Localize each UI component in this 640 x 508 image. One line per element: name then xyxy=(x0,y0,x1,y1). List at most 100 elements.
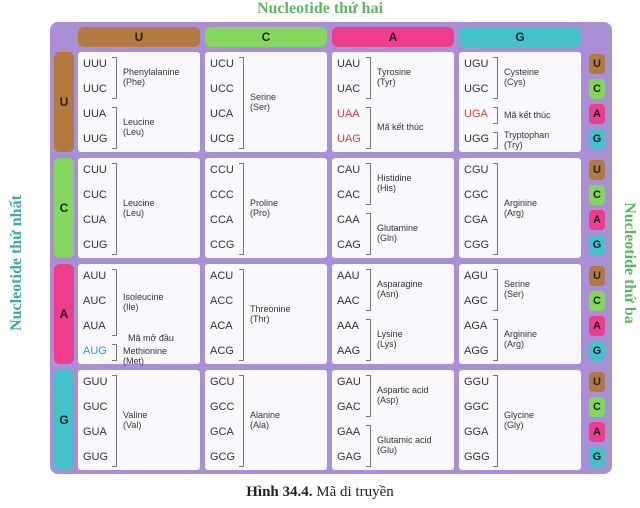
codon: UGU xyxy=(464,58,489,70)
codon: GUU xyxy=(83,376,108,388)
amino-acid: Phenylalanine xyxy=(123,67,180,77)
codon: AAA xyxy=(337,320,360,332)
third-base: A xyxy=(589,210,605,230)
row-header: C xyxy=(54,158,74,258)
codon: CUG xyxy=(83,239,108,251)
amino-acid: Mã kết thúc xyxy=(377,122,424,132)
amino-acid: Glycine xyxy=(504,410,535,420)
codon: UAG xyxy=(337,133,361,145)
amino-abbr: (Leu) xyxy=(123,208,145,218)
codon: AAU xyxy=(337,270,360,282)
codon: UAC xyxy=(337,83,361,95)
codon: CAU xyxy=(337,164,361,176)
codon: UGA xyxy=(464,108,488,120)
bracket xyxy=(366,425,371,467)
bracket xyxy=(112,57,117,99)
third-base: A xyxy=(589,316,605,336)
amino-abbr: (Tyr) xyxy=(377,77,396,87)
codon: CGU xyxy=(464,164,489,176)
codon: GAC xyxy=(337,401,361,413)
codon: GGU xyxy=(464,376,490,388)
codon: AGC xyxy=(464,295,488,307)
codon: UUC xyxy=(83,83,107,95)
amino-abbr: (Asp) xyxy=(377,395,399,405)
amino-acid: Glutamic acid xyxy=(377,435,432,445)
codon: UGG xyxy=(464,133,490,145)
codon-cell xyxy=(78,52,200,152)
codon: ACA xyxy=(210,320,233,332)
bracket xyxy=(366,107,371,149)
codon: GCA xyxy=(210,426,234,438)
column-header: G xyxy=(459,27,581,47)
amino-acid: Alanine xyxy=(250,410,281,420)
codon-cell xyxy=(459,52,581,152)
codon: ACU xyxy=(210,270,234,282)
bracket xyxy=(239,269,244,361)
codon: GUG xyxy=(83,451,109,463)
codon: GAA xyxy=(337,426,361,438)
row-header: A xyxy=(54,264,74,364)
codon: AUC xyxy=(83,295,107,307)
amino-acid: Glutamine xyxy=(377,223,419,233)
amino-abbr: (Arg) xyxy=(504,339,524,349)
codon: AUU xyxy=(83,270,107,282)
codon: CGG xyxy=(464,239,490,251)
third-base: U xyxy=(589,372,605,392)
bracket xyxy=(366,57,371,99)
amino-acid: Cysteine xyxy=(504,67,540,77)
codon: UUG xyxy=(83,133,108,145)
codon: GGA xyxy=(464,426,489,438)
codon: UUA xyxy=(83,108,107,120)
bracket xyxy=(366,269,371,311)
amino-abbr: (Glu) xyxy=(377,445,397,455)
amino-abbr: (Asn) xyxy=(377,289,399,299)
caption-number: Hình 34.4. xyxy=(246,484,313,500)
codon: CCG xyxy=(210,239,235,251)
bracket xyxy=(366,163,371,205)
third-base: A xyxy=(589,422,605,442)
third-base: C xyxy=(589,185,605,205)
third-base: U xyxy=(589,54,605,74)
column-header: U xyxy=(78,27,200,47)
codon: AAG xyxy=(337,345,361,357)
amino-abbr: (Leu) xyxy=(123,127,145,137)
codon: GCU xyxy=(210,376,235,388)
caption-text: Mã di truyền xyxy=(316,484,394,500)
codon-cell xyxy=(78,158,200,258)
codon: GAU xyxy=(337,376,361,388)
bracket xyxy=(239,57,244,149)
column-header: C xyxy=(205,27,327,47)
amino-acid: Serine xyxy=(504,279,531,289)
codon: UCG xyxy=(210,133,235,145)
codon: AAC xyxy=(337,295,360,307)
codon: CAC xyxy=(337,189,361,201)
bracket xyxy=(112,107,117,149)
amino-acid: Tryptophan xyxy=(504,129,550,140)
third-base: G xyxy=(589,447,605,467)
codon: GCC xyxy=(210,401,235,413)
amino-acid: Histidine xyxy=(377,173,412,183)
third-base: U xyxy=(589,160,605,180)
codon: UUU xyxy=(83,58,107,70)
codon: UAA xyxy=(337,108,360,120)
codon-cell xyxy=(332,264,454,364)
top-label: Nucleotide thứ hai xyxy=(256,0,384,17)
codon-cell xyxy=(205,158,327,258)
amino-acid: Aspartic acid xyxy=(377,385,429,395)
codon: GCG xyxy=(210,451,236,463)
amino-abbr: (Pro) xyxy=(250,208,270,218)
third-base: A xyxy=(589,104,605,124)
amino-abbr: (Cys) xyxy=(504,77,526,87)
codon-cell xyxy=(205,370,327,470)
amino-acid: Lysine xyxy=(377,329,403,339)
right-label: Nucleotide thứ ba xyxy=(621,202,638,324)
bracket xyxy=(493,375,498,467)
bracket xyxy=(493,163,498,255)
start-note: Mã mở đầu xyxy=(128,333,174,343)
amino-abbr: (Gly) xyxy=(504,420,524,430)
codon: CGC xyxy=(464,189,489,201)
column-header: A xyxy=(332,27,454,47)
codon: GUA xyxy=(83,426,107,438)
codon: UGC xyxy=(464,83,489,95)
